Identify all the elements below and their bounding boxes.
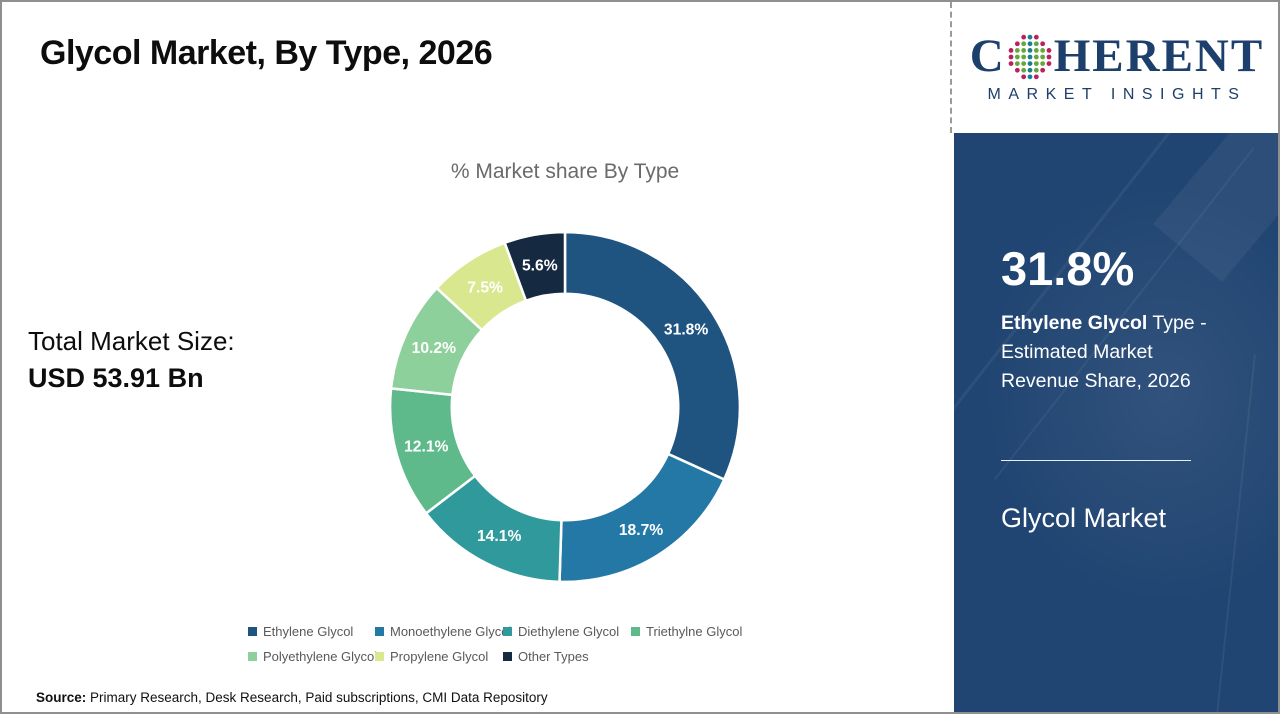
sidebar-map-overlay <box>954 133 1278 712</box>
globe-dot <box>1039 40 1045 46</box>
donut-segment-label: 5.6% <box>522 258 558 275</box>
legend-swatch <box>631 627 640 636</box>
globe-dot <box>1020 67 1026 73</box>
globe-dot <box>1020 40 1026 46</box>
legend-item: Diethylene Glycol <box>503 624 631 639</box>
globe-dot <box>1039 67 1045 73</box>
globe-dot <box>1020 54 1026 59</box>
globe-dot <box>1027 54 1033 59</box>
legend-label: Other Types <box>518 649 589 664</box>
donut-segment-1 <box>558 452 726 584</box>
highlight-sidebar: 31.8% Ethylene Glycol Type - Estimated M… <box>954 133 1278 712</box>
donut-chart: 31.8% 18.7% 14.1% 12.1% 10.2% 7.5% 5.6% <box>388 230 742 584</box>
globe-dot <box>1020 73 1026 79</box>
legend-label: Propylene Glycol <box>390 649 489 664</box>
globe-dot <box>1033 47 1039 53</box>
globe-dot <box>1014 40 1020 46</box>
donut-segment-label: 10.2% <box>412 340 456 357</box>
page-title: Glycol Market, By Type, 2026 <box>40 34 493 72</box>
brand-logo: C HERENT MARKET INSIGHTS <box>954 2 1278 133</box>
chart-title: % Market share By Type <box>450 160 680 183</box>
globe-dot <box>1008 54 1014 59</box>
legend-swatch <box>503 627 512 636</box>
highlight-description: Ethylene Glycol Type - Estimated Market … <box>1001 309 1219 396</box>
globe-dot <box>1020 60 1026 66</box>
total-market-size-label: Total Market Size: <box>28 326 235 356</box>
legend-swatch <box>375 627 384 636</box>
donut-segment-label: 12.1% <box>404 438 448 455</box>
legend-swatch <box>248 627 257 636</box>
donut-segment-label: 14.1% <box>477 528 521 545</box>
globe-dot <box>1014 60 1020 66</box>
globe-dot <box>1020 34 1026 40</box>
globe-dot <box>1033 34 1039 40</box>
donut-segment-6 <box>503 230 567 302</box>
globe-dot <box>1027 40 1033 46</box>
globe-dot <box>1033 67 1039 73</box>
brand-wordmark: C HERENT <box>970 32 1264 82</box>
legend-item: Triethylne Glycol <box>631 624 771 639</box>
donut-segment-0 <box>563 230 742 481</box>
globe-dot <box>1046 54 1052 59</box>
globe-dot <box>1039 60 1045 66</box>
globe-dots-icon <box>1008 34 1052 79</box>
legend-swatch <box>503 652 512 661</box>
brand-letter-c: C <box>969 30 1006 82</box>
legend-label: Triethylne Glycol <box>646 624 743 639</box>
donut-segment-label: 18.7% <box>619 522 663 539</box>
globe-dot <box>1008 60 1014 66</box>
globe-dot <box>1027 73 1033 79</box>
globe-dot <box>1014 67 1020 73</box>
globe-dot <box>1046 47 1052 53</box>
legend-label: Diethylene Glycol <box>518 624 620 639</box>
globe-dot <box>1014 54 1020 59</box>
chart-legend: Ethylene Glycol Monoethylene Glycol Diet… <box>248 624 771 664</box>
legend-item: Monoethylene Glycol <box>375 624 511 639</box>
globe-dot <box>1039 54 1045 59</box>
globe-dot <box>1046 60 1052 66</box>
sidebar-market-name: Glycol Market <box>1001 503 1167 533</box>
globe-dot <box>1033 60 1039 66</box>
highlight-description-rest: Type - Estimated Market Revenue Share, 2… <box>1001 312 1207 392</box>
globe-dot <box>1033 54 1039 59</box>
globe-dot <box>1039 47 1045 53</box>
legend-item: Propylene Glycol <box>375 649 503 664</box>
globe-dot <box>1033 73 1039 79</box>
sidebar-divider <box>1001 460 1191 461</box>
total-market-size-block: Total Market Size: USD 53.91 Bn <box>28 326 235 394</box>
highlight-segment-name: Ethylene Glycol <box>1001 312 1148 334</box>
source-note: Source: Primary Research, Desk Research,… <box>36 690 548 705</box>
highlight-share-value: 31.8% <box>1001 242 1135 295</box>
legend-item: Ethylene Glycol <box>248 624 375 639</box>
globe-dot <box>1020 47 1026 53</box>
donut-segment-label: 7.5% <box>467 280 503 297</box>
source-label: Source: <box>36 690 87 705</box>
legend-label: Monoethylene Glycol <box>390 624 512 639</box>
source-text: Primary Research, Desk Research, Paid su… <box>86 690 548 705</box>
legend-label: Polyethylene Glycol <box>263 649 378 664</box>
legend-swatch <box>375 652 384 661</box>
legend-item: Other Types <box>503 649 631 664</box>
legend-swatch <box>248 652 257 661</box>
globe-dot <box>1027 47 1033 53</box>
brand-tagline: MARKET INSIGHTS <box>987 85 1247 103</box>
globe-dot <box>1008 47 1014 53</box>
globe-dot <box>1027 60 1033 66</box>
total-market-size-value: USD 53.91 Bn <box>28 363 204 393</box>
brand-letters-rest: HERENT <box>1053 30 1265 82</box>
dashed-separator <box>950 2 952 133</box>
globe-dot <box>1027 34 1033 40</box>
donut-segment-label: 31.8% <box>664 322 708 339</box>
globe-dot <box>1027 67 1033 73</box>
globe-dot <box>1033 40 1039 46</box>
legend-label: Ethylene Glycol <box>263 624 354 639</box>
legend-item: Polyethylene Glycol <box>248 649 378 664</box>
globe-dot <box>1014 47 1020 53</box>
